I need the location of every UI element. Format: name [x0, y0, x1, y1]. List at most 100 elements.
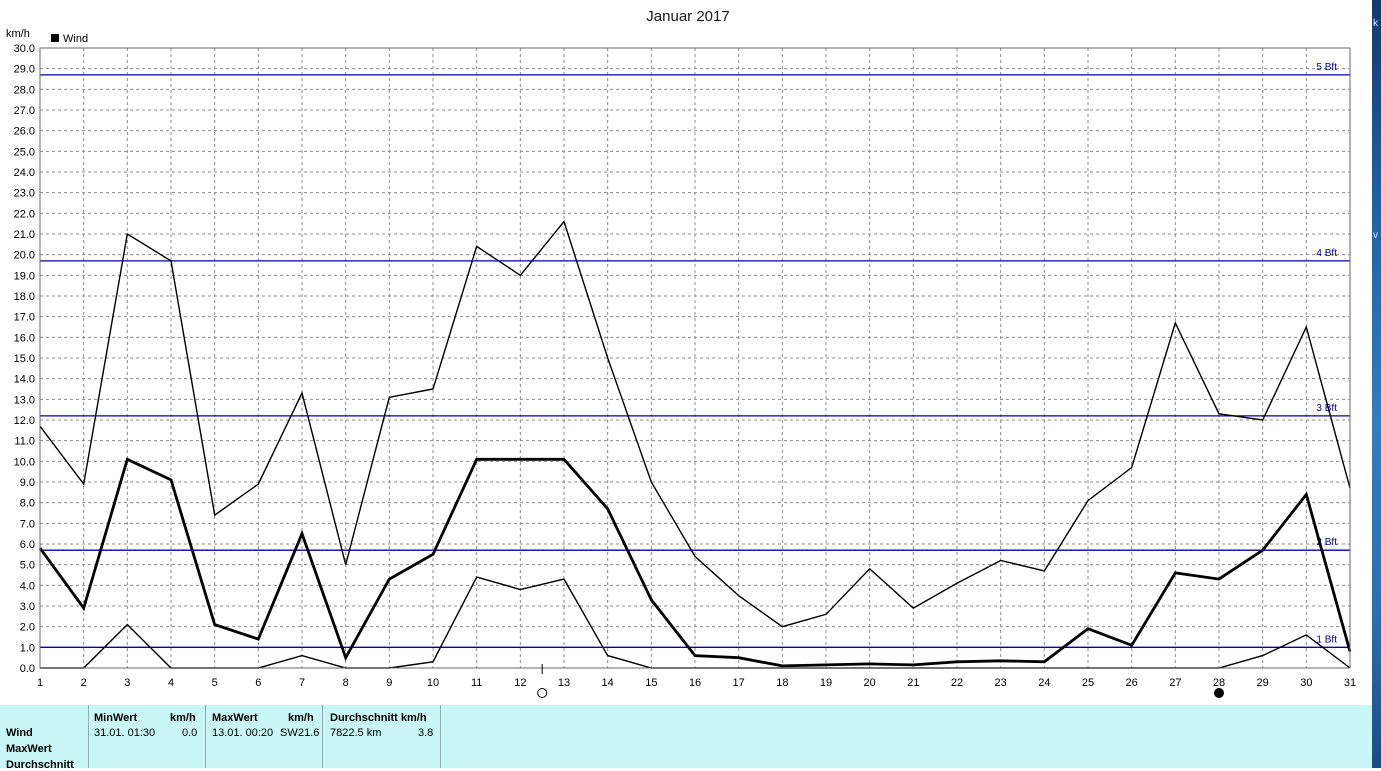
min-value: 0.0	[182, 727, 198, 739]
x-tick-label: 2	[81, 677, 87, 689]
x-tick-label: 27	[1169, 677, 1181, 689]
x-tick-label: 3	[124, 677, 130, 689]
chart-title: Januar 2017	[646, 8, 729, 25]
wind-chart: 1 Bft 2 Bft 3 Bft 4 Bft 5 Bft 0.0 1.0 2.0 3.0 4.…	[6, 8, 1356, 698]
vertical-gridlines	[83, 48, 1307, 668]
max-value: 21.6	[298, 727, 320, 739]
x-tick-label: 12	[514, 677, 526, 689]
y-tick-label: 8.0	[20, 498, 35, 510]
avg-header: Durchschnitt km/h	[330, 712, 427, 724]
y-tick-label: 15.0	[14, 353, 35, 365]
x-tick-label: 19	[820, 677, 832, 689]
x-tick-label: 9	[386, 677, 392, 689]
legend-label: Wind	[63, 33, 88, 45]
y-tick-label: 1.0	[20, 642, 35, 654]
y-tick-label: 29.0	[14, 64, 35, 76]
y-tick-label: 26.0	[14, 126, 35, 138]
min-header: MinWert	[94, 712, 138, 724]
x-tick-label: 14	[602, 677, 614, 689]
row-label-durchschnitt: Durchschnitt	[6, 759, 74, 771]
column-separator	[205, 705, 206, 768]
max-time: 13.01. 00:20	[212, 727, 274, 739]
y-tick-label: 17.0	[14, 312, 35, 324]
statistics-panel: Wind MaxWert Durchschnitt MinWert km/h 3…	[0, 705, 1372, 771]
x-tick-label: 25	[1082, 677, 1094, 689]
y-axis-unit: km/h	[6, 28, 30, 40]
y-tick-label: 10.0	[14, 456, 35, 468]
y-tick-label: 27.0	[14, 105, 35, 117]
y-tick-label: 3.0	[20, 601, 35, 613]
moon-markers	[537, 664, 1224, 698]
y-tick-label: 24.0	[14, 167, 35, 179]
max-header: MaxWert	[212, 712, 258, 724]
y-tick-label: 14.0	[14, 374, 35, 386]
y-tick-label: 6.0	[20, 539, 35, 551]
plot-frame	[39, 47, 1351, 669]
y-tick-label: 20.0	[14, 250, 35, 262]
y-tick-label: 5.0	[20, 560, 35, 572]
x-tick-label: 31	[1344, 677, 1356, 689]
series-line-max	[39, 220, 1351, 628]
avg-distance: 7822.5 km	[330, 727, 382, 739]
edge-glyph: k	[1373, 18, 1378, 29]
y-tick-label: 9.0	[20, 477, 35, 489]
x-tick-label: 7	[299, 677, 305, 689]
x-tick-label: 30	[1300, 677, 1312, 689]
y-tick-label: 28.0	[14, 84, 35, 96]
column-separator	[88, 705, 89, 768]
x-tick-label: 28	[1213, 677, 1225, 689]
beaufort-lines: 1 Bft 2 Bft 3 Bft 4 Bft 5 Bft	[40, 62, 1350, 648]
x-tick-label: 11	[471, 677, 482, 689]
x-tick-label: 24	[1038, 677, 1050, 689]
x-tick-label: 18	[776, 677, 788, 689]
x-tick-label: 10	[427, 677, 439, 689]
x-tick-label: 6	[255, 677, 261, 689]
y-tick-label: 30.0	[14, 43, 35, 55]
y-tick-label: 0.0	[20, 663, 35, 675]
y-tick-label: 18.0	[14, 291, 35, 303]
y-tick-label: 21.0	[14, 229, 35, 241]
x-tick-label: 20	[864, 677, 876, 689]
beaufort-label: 2 Bft	[1316, 537, 1337, 548]
legend-swatch	[51, 34, 59, 42]
x-tick-label: 13	[558, 677, 570, 689]
series-line-average	[38, 457, 1352, 668]
full-moon-icon	[537, 688, 548, 698]
y-tick-label: 13.0	[14, 394, 35, 406]
x-tick-label: 1	[37, 677, 43, 689]
new-moon-icon	[1214, 688, 1224, 698]
y-tick-label: 25.0	[14, 146, 35, 158]
x-tick-label: 15	[645, 677, 657, 689]
beaufort-label: 3 Bft	[1316, 403, 1337, 414]
y-tick-label: 23.0	[14, 188, 35, 200]
y-tick-label: 16.0	[14, 332, 35, 344]
beaufort-label: 4 Bft	[1316, 248, 1337, 259]
beaufort-label: 1 Bft	[1316, 634, 1337, 645]
min-time: 31.01. 01:30	[94, 727, 156, 739]
row-label-wind: Wind	[6, 727, 33, 739]
y-tick-labels: 0.0 1.0 2.0 3.0 4.0 5.0 6.0 7.0 8.0 9.0 10.0 11.0 12…	[14, 43, 35, 675]
y-tick-label: 11.0	[14, 436, 35, 448]
row-label-maxwert: MaxWert	[6, 743, 52, 755]
x-tick-label: 29	[1257, 677, 1269, 689]
x-tick-label: 21	[907, 677, 919, 689]
x-tick-labels: 1 2 3 4 5 6 7 8 9 10 11 12 13 14 15 16 17 18 19 20 21 22 23 24 2…	[37, 677, 1356, 689]
y-tick-label: 4.0	[20, 580, 35, 592]
x-tick-label: 8	[343, 677, 349, 689]
y-tick-label: 7.0	[20, 518, 35, 530]
beaufort-label: 5 Bft	[1316, 62, 1337, 73]
x-tick-label: 26	[1126, 677, 1138, 689]
y-tick-label: 12.0	[14, 415, 35, 427]
x-tick-label: 17	[733, 677, 745, 689]
column-separator	[440, 705, 441, 768]
max-unit: km/h	[288, 712, 314, 724]
edge-glyph: v	[1373, 230, 1378, 241]
x-tick-label: 22	[951, 677, 963, 689]
window-edge-strip: k v	[1372, 0, 1381, 768]
x-tick-label: 16	[689, 677, 701, 689]
y-tick-label: 2.0	[20, 622, 35, 634]
x-tick-label: 5	[212, 677, 218, 689]
avg-value: 3.8	[418, 727, 434, 739]
x-tick-label: 23	[995, 677, 1007, 689]
max-direction: SW	[280, 727, 298, 739]
